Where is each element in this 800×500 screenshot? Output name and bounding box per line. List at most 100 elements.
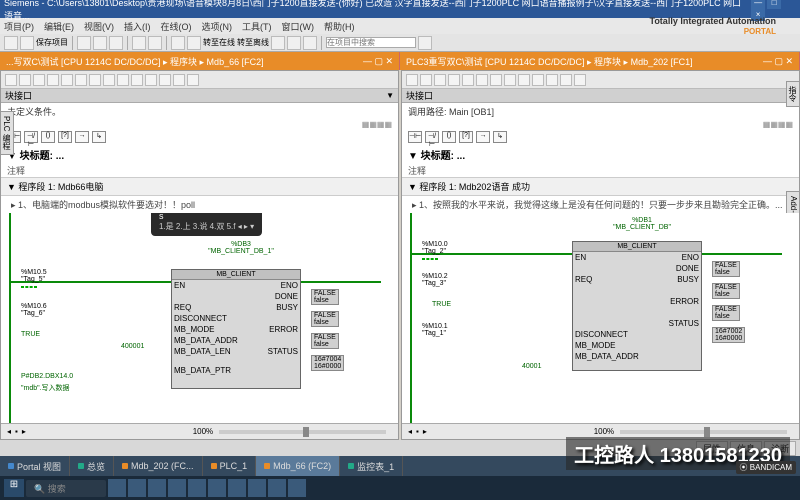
interface-header-left[interactable]: 块接口 ▼: [1, 89, 398, 103]
rmt4[interactable]: [?]: [459, 131, 473, 143]
rptb1[interactable]: [406, 74, 418, 86]
start-button[interactable]: ⊞: [4, 479, 24, 497]
download-button[interactable]: [187, 36, 201, 50]
tb1[interactable]: [271, 36, 285, 50]
ptb2[interactable]: [19, 74, 31, 86]
tab-diag[interactable]: 诊断: [764, 441, 796, 456]
menu-edit[interactable]: 编辑(E): [44, 20, 74, 33]
segment-header-right[interactable]: ▼ 程序段 1: Mdb202语音 成功: [402, 177, 799, 196]
sidebar-left-tab[interactable]: PLC 编程: [0, 111, 14, 155]
ptb11[interactable]: [145, 74, 157, 86]
menu-insert[interactable]: 插入(I): [124, 20, 151, 33]
copy-button[interactable]: [93, 36, 107, 50]
cut-button[interactable]: [77, 36, 91, 50]
undo-button[interactable]: [132, 36, 146, 50]
tab-right[interactable]: PLC3重写双C\测试 [CPU 1214C DC/DC/DC] ▸ 程序块 ▸…: [400, 52, 800, 70]
goonline-label[interactable]: 转至在线: [203, 37, 235, 48]
task-icon-1[interactable]: [108, 479, 126, 497]
ime-candidates[interactable]: 1.是 2.上 3.说 4.双 5.f ◂ ▸ ▾: [159, 221, 254, 232]
menu-project[interactable]: 项目(P): [4, 20, 34, 33]
ptb7[interactable]: [89, 74, 101, 86]
rptb3[interactable]: [434, 74, 446, 86]
portal-view[interactable]: Portal 视图: [0, 456, 70, 476]
ime-popup[interactable]: s 1.是 2.上 3.说 4.双 5.f ◂ ▸ ▾: [151, 213, 262, 236]
scroll-right[interactable]: ▸: [22, 427, 26, 436]
rmt5[interactable]: →: [476, 131, 490, 143]
tab-right-close-icon[interactable]: — ▢ ✕: [763, 56, 793, 67]
ptb12[interactable]: [159, 74, 171, 86]
contact-tag2[interactable]: %M10.0 "Tag_2": [422, 241, 448, 262]
task-icon-6[interactable]: [208, 479, 226, 497]
task-icon-3[interactable]: [148, 479, 166, 497]
fb-box-right[interactable]: MB_CLIENT ENENO DONE REQBUSY ERROR STATU…: [572, 241, 702, 371]
segment-header-left[interactable]: ▼ 程序段 1: Mdb66电脑: [1, 177, 398, 196]
sidebar-right-tab-1[interactable]: 指令: [786, 81, 800, 107]
ptb13[interactable]: [173, 74, 185, 86]
contact-tag6[interactable]: %M10.6 "Tag_6": [21, 303, 47, 317]
ptb14[interactable]: [187, 74, 199, 86]
menu-tools[interactable]: 工具(T): [242, 20, 272, 33]
ptb4[interactable]: [47, 74, 59, 86]
interface-header-right[interactable]: 块接口 ▼: [402, 89, 799, 103]
ptb10[interactable]: [131, 74, 143, 86]
rptb4[interactable]: [448, 74, 460, 86]
contact-tag5[interactable]: %M10.5 "Tag_5": [21, 269, 47, 290]
task-icon-10[interactable]: [288, 479, 306, 497]
rptb6[interactable]: [476, 74, 488, 86]
zoom-slider-right[interactable]: [620, 430, 787, 434]
menu-help[interactable]: 帮助(H): [324, 20, 355, 33]
task-icon-2[interactable]: [128, 479, 146, 497]
rmt2[interactable]: ⊣/⊢: [425, 131, 439, 143]
rmt3[interactable]: (): [442, 131, 456, 143]
rptb7[interactable]: [490, 74, 502, 86]
open-button[interactable]: [20, 36, 34, 50]
block-title-right[interactable]: ▼ 块标题: ...: [402, 145, 799, 164]
ptb6[interactable]: [75, 74, 87, 86]
portal-watch[interactable]: 监控表_1: [340, 456, 403, 476]
search-input[interactable]: [326, 37, 416, 48]
tb2[interactable]: [287, 36, 301, 50]
paste-button[interactable]: [109, 36, 123, 50]
ptb9[interactable]: [117, 74, 129, 86]
task-icon-4[interactable]: [168, 479, 186, 497]
rmt6[interactable]: ↳: [493, 131, 507, 143]
taskbar-search[interactable]: 🔍 搜索: [26, 480, 106, 497]
block-title-left[interactable]: ▼ 块标题: ...: [1, 145, 398, 164]
menu-view[interactable]: 视图(V): [84, 20, 114, 33]
menu-window[interactable]: 窗口(W): [282, 20, 315, 33]
zoom-slider-left[interactable]: [219, 430, 386, 434]
portal-plc1[interactable]: PLC_1: [203, 456, 257, 476]
search-button[interactable]: [418, 36, 432, 50]
rptb2[interactable]: [420, 74, 432, 86]
menu-online[interactable]: 在线(O): [161, 20, 192, 33]
gooffline-label[interactable]: 转至离线: [237, 37, 269, 48]
save-label[interactable]: 保存项目: [36, 37, 68, 48]
portal-mdb66[interactable]: Mdb_66 (FC2): [256, 456, 340, 476]
mt3[interactable]: (): [41, 131, 55, 143]
ptb3[interactable]: [33, 74, 45, 86]
rptb13[interactable]: [574, 74, 586, 86]
contact-tag1[interactable]: %M10.1 "Tag_1": [422, 323, 448, 337]
nav-icons-right[interactable]: ▦▦▦▦: [402, 120, 799, 129]
mt4[interactable]: [?]: [58, 131, 72, 143]
new-button[interactable]: [4, 36, 18, 50]
scroll-left[interactable]: ◂: [7, 427, 11, 436]
collapse-icon[interactable]: ▼: [386, 91, 394, 100]
mt2[interactable]: ⊣/⊢: [24, 131, 38, 143]
task-icon-7[interactable]: [228, 479, 246, 497]
rptb11[interactable]: [546, 74, 558, 86]
menu-options[interactable]: 选项(N): [202, 20, 233, 33]
tab-left-close-icon[interactable]: — ▢ ✕: [363, 56, 393, 67]
mt6[interactable]: ↳: [92, 131, 106, 143]
rptb10[interactable]: [532, 74, 544, 86]
nav-icons-left[interactable]: ▦▦▦▦: [1, 120, 398, 129]
task-icon-8[interactable]: [248, 479, 266, 497]
rptb12[interactable]: [560, 74, 572, 86]
rscroll-left[interactable]: ◂: [408, 427, 412, 436]
tab-left[interactable]: ...写双C\测试 [CPU 1214C DC/DC/DC] ▸ 程序块 ▸ M…: [0, 52, 400, 70]
rptb9[interactable]: [518, 74, 530, 86]
rscroll-right[interactable]: ▸: [423, 427, 427, 436]
mt5[interactable]: →: [75, 131, 89, 143]
portal-mdb202[interactable]: Mdb_202 (FC...: [114, 456, 203, 476]
rptb5[interactable]: [462, 74, 474, 86]
